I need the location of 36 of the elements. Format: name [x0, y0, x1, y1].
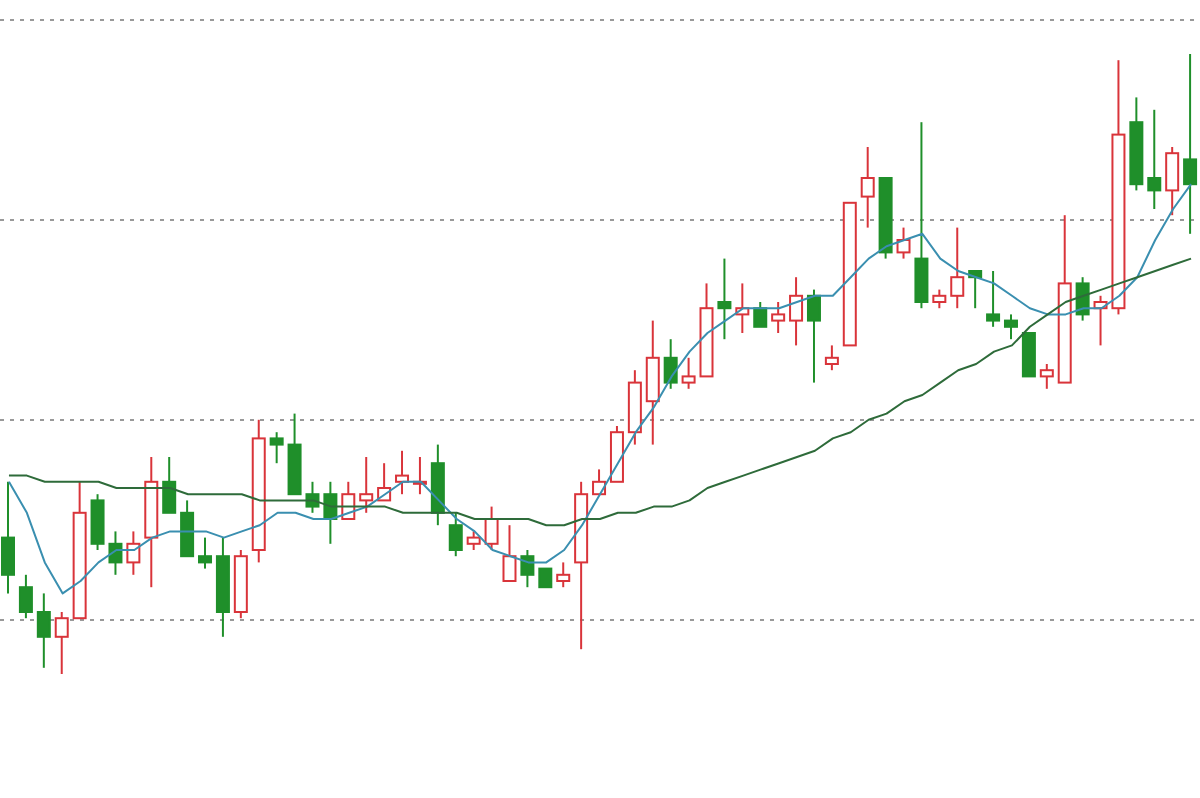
candlestick	[1039, 363, 1054, 390]
candlestick	[1021, 332, 1036, 378]
candlestick	[538, 567, 553, 589]
candlestick	[448, 511, 463, 558]
candlestick	[771, 301, 786, 334]
candlestick	[681, 356, 696, 390]
candlestick	[502, 524, 517, 582]
candlestick	[484, 505, 499, 551]
candlestick	[914, 121, 929, 310]
candlestick	[717, 257, 732, 341]
candlestick	[645, 319, 660, 446]
candlestick	[1183, 54, 1198, 235]
candlestick	[950, 226, 965, 310]
candlestick	[986, 270, 1001, 328]
candlestick	[932, 288, 947, 310]
candlestick	[663, 338, 678, 390]
candlestick	[54, 611, 69, 674]
candlestick	[789, 276, 804, 347]
candlestick	[36, 592, 51, 669]
candlestick	[1147, 108, 1162, 210]
candlestick	[162, 456, 177, 514]
candlestick	[1, 480, 15, 595]
candlestick	[466, 530, 481, 551]
candlestick	[1165, 146, 1180, 217]
candlestick	[180, 499, 195, 558]
candlestick	[860, 146, 875, 229]
candlestick	[824, 344, 839, 372]
candlestick	[198, 536, 213, 570]
candlestick	[269, 431, 284, 465]
candlestick	[359, 456, 374, 514]
candlestick	[753, 301, 768, 328]
candlestick	[806, 288, 821, 384]
candlestick	[1003, 313, 1018, 341]
candlestick	[556, 561, 571, 589]
candlestick	[18, 573, 33, 620]
candlestick	[520, 549, 535, 589]
